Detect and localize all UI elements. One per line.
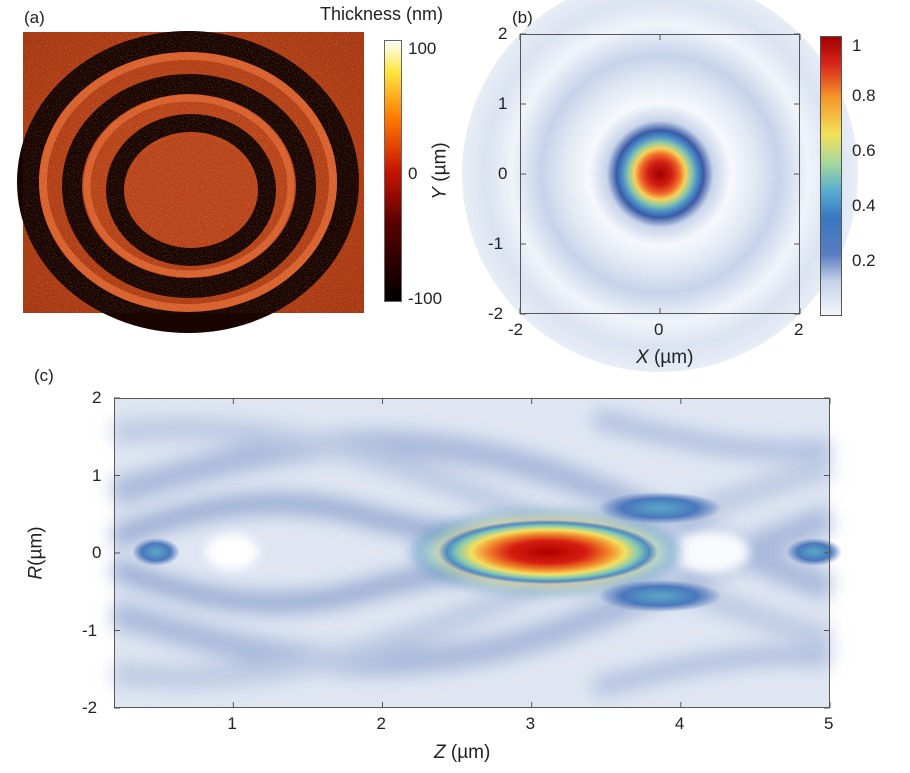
x-tick-label: 5 [824,714,834,733]
white-patch-right [674,530,750,574]
side-lobe-right [786,538,842,566]
y-tick-label: -2 [488,304,504,323]
afm-image [17,31,364,333]
side-lobe-upper [598,492,722,524]
y-tick-label: 0 [498,164,508,183]
side-lobe-lower [598,580,722,612]
colorbar-b-tick-1: 1 [852,36,862,55]
x-tick-label: 4 [674,714,685,733]
colorbar-a-tick-100: 100 [408,39,437,58]
plot-b-ticks [519,33,801,315]
colorbar-a [384,40,402,302]
panel-a-label: (a) [24,8,45,27]
plot-c-ylabel: R(µm) [25,526,47,580]
colorbar-b-tick-0.4: 0.4 [852,196,876,215]
main-focus [438,520,658,584]
white-patch-left [206,534,258,570]
y-tick-label: -2 [82,698,98,717]
colorbar-b [820,36,842,316]
colorbar-b-tick-0.8: 0.8 [852,86,876,105]
side-lobe-left [132,538,180,566]
y-tick-label: 1 [498,94,508,113]
x-tick-label: 0 [654,320,664,339]
y-tick-label: -1 [82,620,98,640]
propagation-plot [110,397,842,709]
plot-b-xlabel: X (µm) [636,347,694,368]
y-tick-label: 0 [92,543,102,562]
y-tick-label: 2 [498,24,508,43]
x-tick-label: 2 [794,320,804,339]
x-tick-label: 2 [376,714,386,733]
focal-spot [462,0,858,372]
band-edge-top [591,409,832,460]
y-tick-label: -1 [488,234,504,253]
panel-c-label: (c) [34,366,54,385]
x-tick-label: 3 [525,714,536,733]
colorbar-b-tick-0.6: 0.6 [852,141,876,160]
x-tick-label: -2 [508,320,524,339]
afm-texture [23,32,364,313]
panel-b-label: (b) [512,8,533,27]
colorbar-a-title: Thickness (nm) [320,4,444,24]
band-edge-bottom [591,646,832,697]
plot-c-xlabel: Z (µm) [434,742,491,763]
focal-spot-plot [462,0,858,372]
colorbar-b-tick-0.2: 0.2 [852,251,876,270]
colorbar-a-tick-neg100: -100 [408,289,443,308]
x-tick-label: 1 [227,714,237,733]
plot-b-ylabel: Y (µm) [429,142,451,200]
y-tick-label: 1 [92,465,102,485]
y-tick-label: 2 [92,388,102,407]
colorbar-a-tick-0: 0 [408,164,418,183]
